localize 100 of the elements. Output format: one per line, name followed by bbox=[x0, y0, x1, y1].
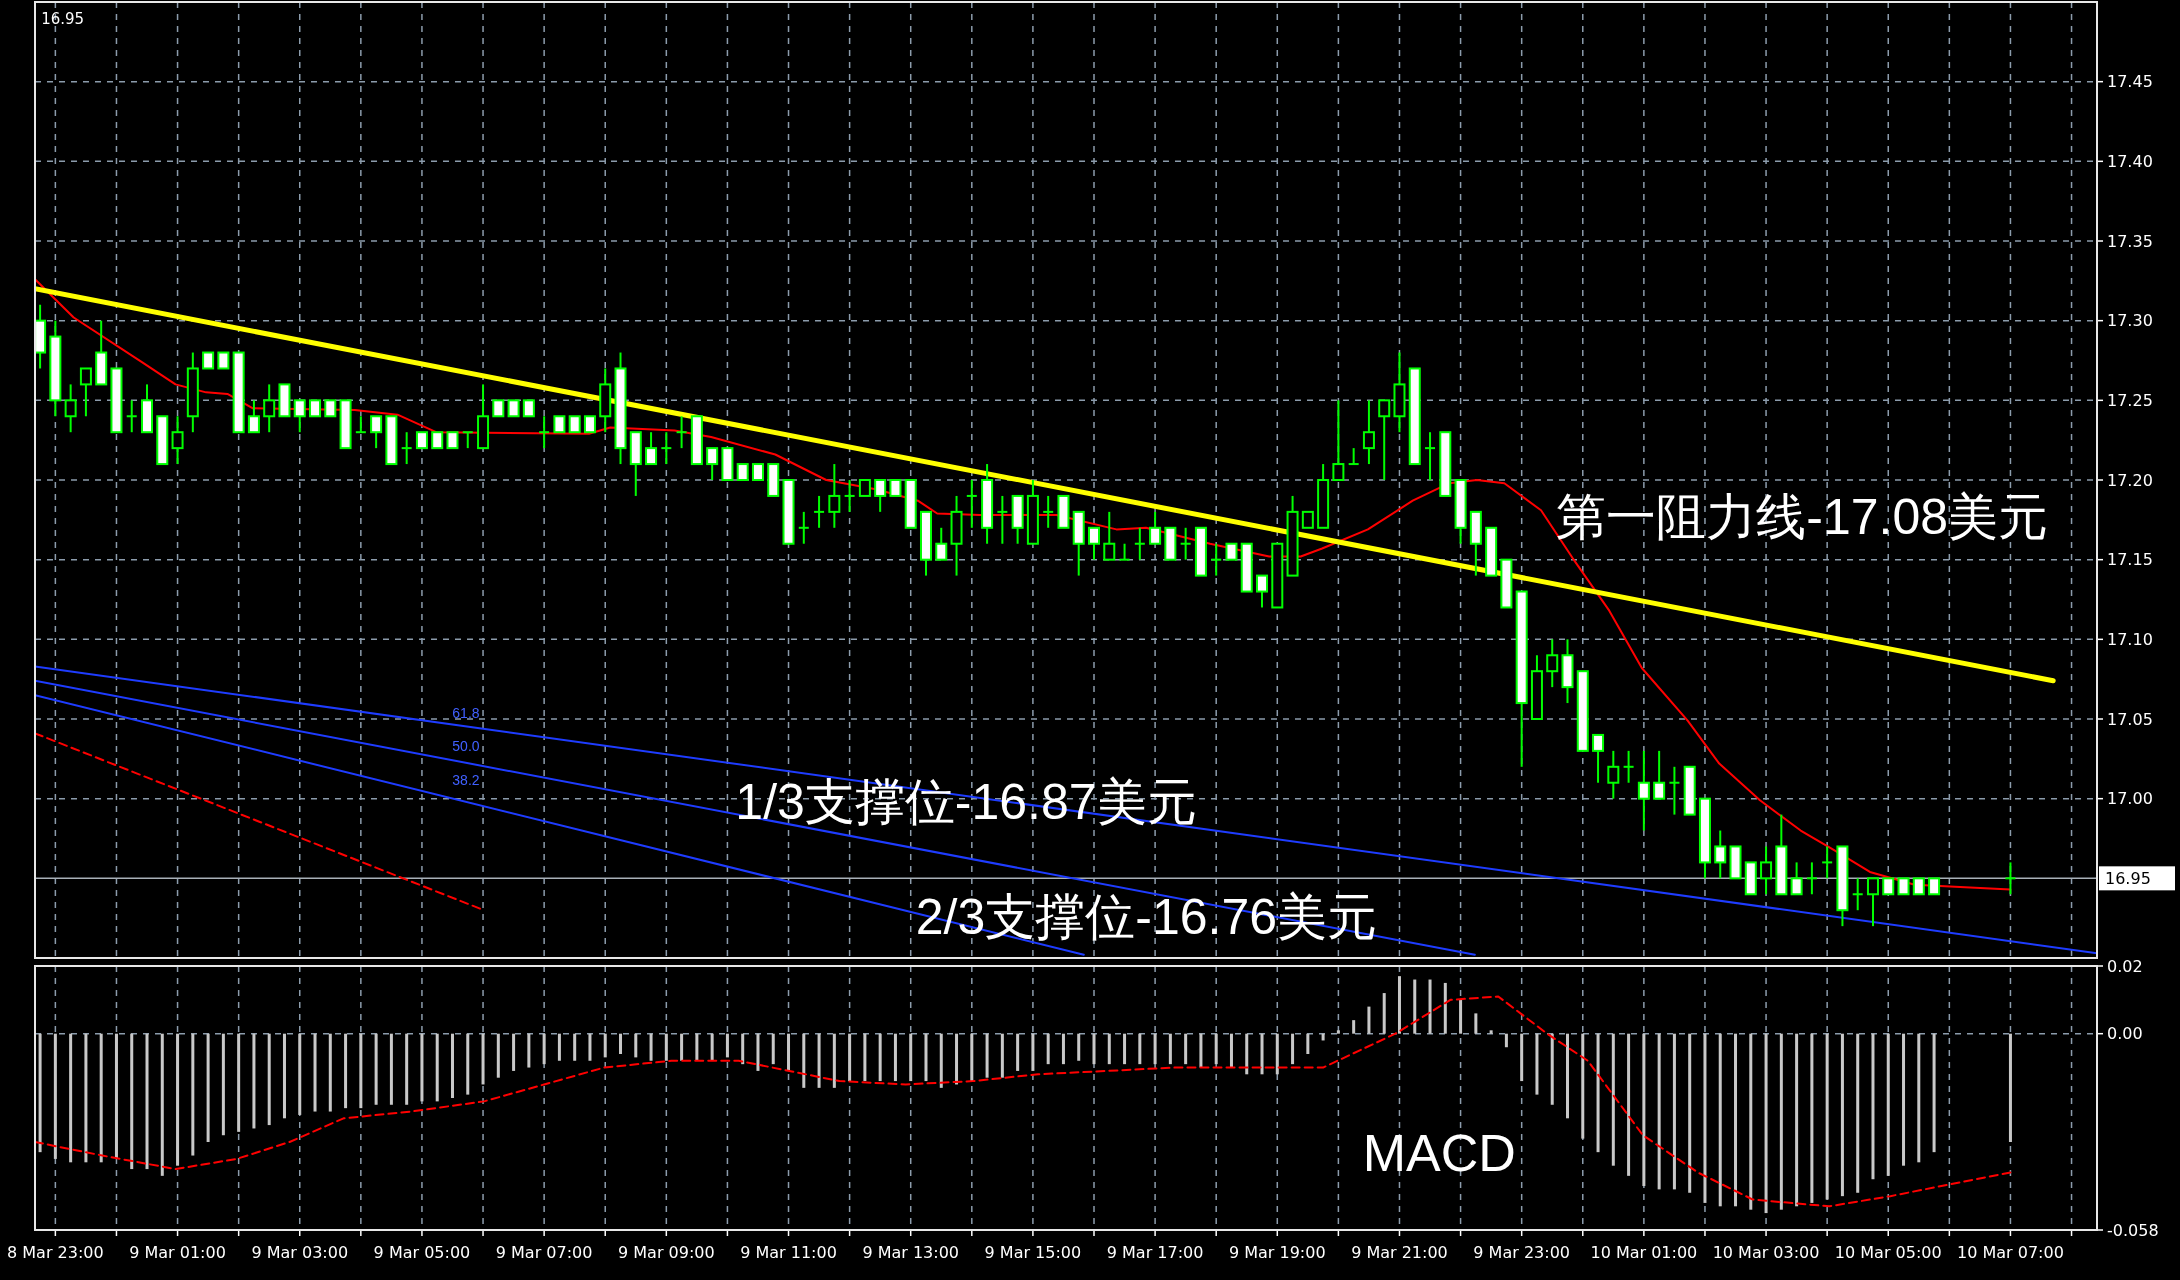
bar bbox=[1443, 982, 1447, 1034]
bar bbox=[1321, 1033, 1325, 1041]
bar bbox=[970, 1033, 974, 1082]
x-tick-label: 9 Mar 11:00 bbox=[740, 1243, 837, 1262]
candlestick bbox=[843, 479, 856, 513]
candlestick bbox=[293, 399, 306, 434]
bar bbox=[771, 1033, 775, 1065]
bar bbox=[1779, 1033, 1783, 1210]
candlestick bbox=[1042, 494, 1055, 529]
bar bbox=[1016, 1033, 1020, 1071]
ref-line-label: 16.95 bbox=[2105, 868, 2151, 888]
bar bbox=[1459, 999, 1463, 1034]
bar bbox=[374, 1033, 378, 1105]
x-tick-label: 9 Mar 15:00 bbox=[984, 1243, 1082, 1262]
bar bbox=[145, 1033, 149, 1170]
bar bbox=[1718, 1033, 1722, 1207]
candlestick bbox=[935, 526, 948, 561]
bar bbox=[1275, 1033, 1279, 1075]
candlestick bbox=[1851, 877, 1864, 912]
candlestick bbox=[1378, 399, 1391, 481]
bar bbox=[1168, 1033, 1172, 1065]
bar bbox=[878, 1033, 882, 1082]
bar bbox=[1581, 1033, 1585, 1139]
candlestick bbox=[675, 415, 688, 450]
bar bbox=[985, 1033, 989, 1078]
bar bbox=[1795, 1033, 1799, 1207]
bar bbox=[619, 1033, 623, 1054]
x-tick-label: 9 Mar 21:00 bbox=[1351, 1243, 1448, 1262]
candlestick bbox=[461, 431, 474, 450]
y-tick-label: 0.00 bbox=[2107, 1024, 2143, 1044]
bar bbox=[634, 1033, 638, 1058]
bar bbox=[1245, 1033, 1249, 1075]
y-tick-label: 17.25 bbox=[2107, 390, 2153, 410]
candlestick bbox=[1424, 431, 1437, 481]
y-tick-label: -0.058 bbox=[2107, 1220, 2159, 1240]
candlestick bbox=[1347, 447, 1360, 466]
bar bbox=[1336, 1030, 1340, 1034]
candlestick bbox=[1362, 399, 1375, 466]
candlestick bbox=[1256, 574, 1269, 609]
y-tick-label: 17.30 bbox=[2107, 311, 2153, 331]
bar bbox=[1184, 1033, 1188, 1065]
bar bbox=[405, 1033, 409, 1105]
bar bbox=[1138, 1033, 1142, 1065]
candlestick bbox=[706, 447, 719, 481]
x-tick-label: 9 Mar 01:00 bbox=[129, 1243, 226, 1262]
bar bbox=[817, 1033, 821, 1088]
candlestick bbox=[828, 463, 841, 529]
bar bbox=[1856, 1033, 1860, 1193]
candlestick bbox=[354, 415, 367, 434]
bar bbox=[1550, 1033, 1554, 1105]
bar bbox=[1917, 1033, 1921, 1163]
bar bbox=[237, 1033, 241, 1132]
x-tick-label: 9 Mar 19:00 bbox=[1228, 1243, 1326, 1262]
bar bbox=[741, 1033, 745, 1065]
annotation: 16.95 bbox=[41, 10, 85, 29]
bar bbox=[450, 1033, 454, 1098]
bar bbox=[1077, 1033, 1081, 1061]
bar bbox=[1031, 1033, 1035, 1071]
bar bbox=[512, 1033, 516, 1071]
bar bbox=[1611, 1033, 1615, 1166]
bar bbox=[130, 1033, 134, 1170]
bar bbox=[267, 1033, 271, 1126]
annotation: MACD bbox=[1362, 1124, 1516, 1183]
bar bbox=[1642, 1033, 1646, 1186]
annotation: 第一阻力线-17.08美元 bbox=[1556, 489, 2049, 546]
bar bbox=[328, 1033, 332, 1112]
bar bbox=[435, 1033, 439, 1102]
candlestick bbox=[660, 431, 673, 466]
bar bbox=[1061, 1033, 1065, 1065]
y-tick-label: 17.35 bbox=[2107, 231, 2153, 251]
bar bbox=[527, 1033, 531, 1068]
bar bbox=[787, 1033, 791, 1071]
x-tick-label: 8 Mar 23:00 bbox=[7, 1243, 104, 1262]
bar bbox=[420, 1033, 424, 1102]
bar bbox=[1902, 1033, 1906, 1166]
bar bbox=[909, 1033, 913, 1082]
bar bbox=[1382, 993, 1386, 1034]
bar bbox=[1413, 979, 1417, 1034]
bar bbox=[588, 1033, 592, 1061]
bar bbox=[832, 1033, 836, 1088]
bar bbox=[1046, 1033, 1050, 1065]
bar bbox=[1672, 1033, 1676, 1190]
bar bbox=[756, 1033, 760, 1071]
candlestick bbox=[64, 383, 77, 434]
bar bbox=[1566, 1033, 1569, 1119]
x-tick-label: 9 Mar 07:00 bbox=[495, 1243, 593, 1262]
bar bbox=[863, 1033, 867, 1082]
bar bbox=[1504, 1033, 1508, 1048]
bar bbox=[1627, 1033, 1631, 1176]
bar bbox=[1123, 1033, 1127, 1065]
candlestick bbox=[1103, 510, 1116, 561]
candlestick bbox=[247, 399, 260, 434]
candlestick bbox=[1607, 749, 1620, 800]
bar bbox=[1489, 1030, 1493, 1034]
bar bbox=[1810, 1033, 1814, 1203]
bar bbox=[481, 1033, 485, 1085]
bar bbox=[955, 1033, 959, 1085]
bar bbox=[252, 1033, 256, 1129]
candlestick bbox=[1179, 526, 1192, 561]
candlestick bbox=[1332, 399, 1345, 481]
